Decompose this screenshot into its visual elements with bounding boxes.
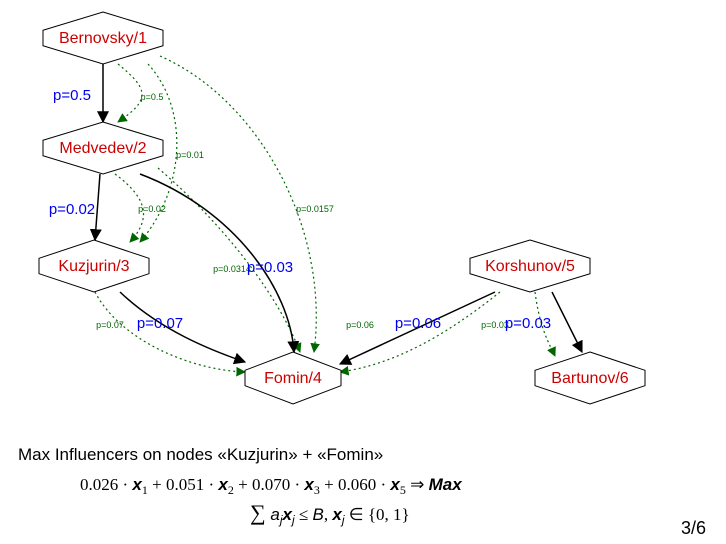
node-n5: Korshunov/5 <box>470 240 590 292</box>
solid-edges: p=0.5 p=0.02 p=0.03 p=0.07 p=0.06 p=0.03 <box>49 64 582 364</box>
caption-title: Max Influencers on nodes «Kuzjurin» + «F… <box>18 445 383 464</box>
dotted-edge-label: p=0.5 <box>141 92 164 102</box>
constraint-formula: ∑ ajxj ≤ B, xj ∈ {0, 1} <box>250 500 410 527</box>
dotted-edge-label: p=0.06 <box>346 320 374 330</box>
edge-label: p=0.02 <box>49 201 95 218</box>
dotted-edge-label: p=0.07 <box>96 320 124 330</box>
node-n6: Bartunov/6 <box>535 352 645 404</box>
edge-label: p=0.03 <box>505 315 551 332</box>
node-label: Korshunov/5 <box>485 258 575 275</box>
node-label: Medvedev/2 <box>59 140 146 157</box>
dotted-edge-n3-n4 <box>95 292 245 372</box>
node-n4: Fomin/4 <box>245 352 341 404</box>
node-label: Bartunov/6 <box>551 370 628 387</box>
dotted-edge-label: p=0.01 <box>176 150 204 160</box>
svg-text:∑ ajxj ≤ B, xj ∈ {0, 1}: ∑ ajxj ≤ B, xj ∈ {0, 1} <box>250 500 410 527</box>
node-label: Bernovsky/1 <box>59 30 147 47</box>
node-n2: Medvedev/2 <box>43 122 163 174</box>
edge-label: p=0.06 <box>395 315 441 332</box>
nodes-layer: Bernovsky/1 Medvedev/2 Kuzjurin/3 Fomin/4 Ko… <box>39 12 645 404</box>
objective-formula: 0.026 · x1 + 0.051 · x2 + 0.070 · x3 + 0… <box>80 475 463 497</box>
edge-label: p=0.03 <box>247 259 293 276</box>
dotted-edge-n1-n2 <box>118 64 142 122</box>
dotted-edge-label: p=0.0157 <box>296 204 334 214</box>
edge-n5-n6 <box>552 292 582 352</box>
dotted-edge-n1-n4 <box>160 56 316 352</box>
edge-label: p=0.5 <box>53 87 91 104</box>
svg-text:0.026 · x1 + 0.051 · x2 + 0.07: 0.026 · x1 + 0.051 · x2 + 0.070 · x3 + 0… <box>80 475 463 497</box>
edge-n2-n3 <box>95 174 100 240</box>
dotted-edge-label: p=0.02 <box>138 204 166 214</box>
dotted-edge-label: p=0.0314 <box>213 264 251 274</box>
page-number: 3/6 <box>681 518 706 538</box>
node-n1: Bernovsky/1 <box>43 12 163 64</box>
node-label: Kuzjurin/3 <box>58 258 129 275</box>
dotted-edge-n5-n4 <box>340 292 500 372</box>
edge-label: p=0.07 <box>137 315 183 332</box>
node-label: Fomin/4 <box>264 370 322 387</box>
node-n3: Kuzjurin/3 <box>39 240 149 292</box>
